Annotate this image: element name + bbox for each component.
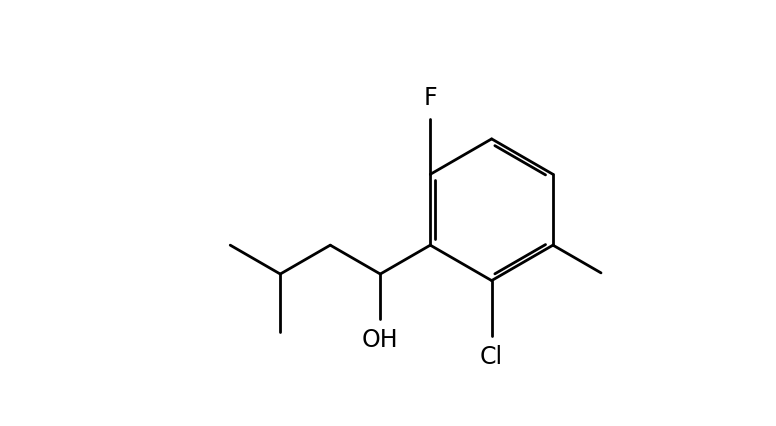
Text: Cl: Cl	[480, 345, 503, 369]
Text: OH: OH	[362, 328, 399, 352]
Text: F: F	[424, 86, 437, 109]
